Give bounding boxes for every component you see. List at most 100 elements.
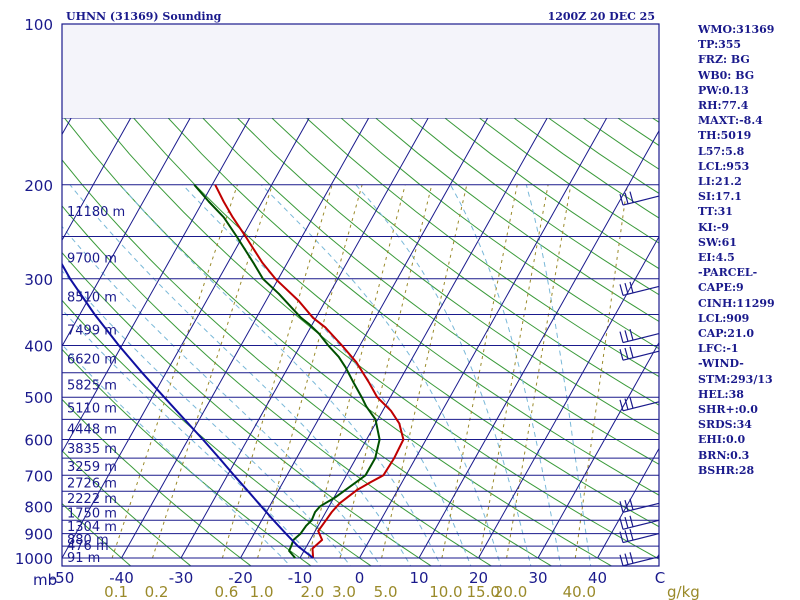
wind-barb <box>622 195 660 206</box>
height-label: 1304 m <box>67 520 117 535</box>
index-value: BSHR:28 <box>698 463 755 477</box>
index-value: EI:4.5 <box>698 251 735 265</box>
pressure-tick-label: 400 <box>24 338 53 356</box>
upper-band <box>62 24 659 119</box>
pressure-axis-labels: 100 200 300 400 500 600 700 800 900 1000 <box>15 16 53 568</box>
stability-indices-panel: WMO:31369 TP:355 FRZ: BG WB0: BG PW:0.13 RH:7… <box>698 22 775 478</box>
dry-adiabat-line <box>62 69 659 560</box>
temperature-tick-label: 20 <box>469 569 488 587</box>
pressure-tick-label: 200 <box>24 177 53 195</box>
temperature-line <box>214 184 405 559</box>
height-label: 6620 m <box>67 353 117 368</box>
dry-adiabat-line <box>62 251 433 566</box>
index-value: LCL:953 <box>698 159 750 173</box>
height-label: 476 m <box>67 539 109 554</box>
wind-barb <box>622 519 660 530</box>
dry-adiabat-line <box>121 24 659 465</box>
wind-barb-flag <box>629 552 634 564</box>
index-value: LFC:-1 <box>698 342 739 356</box>
height-label: 1750 m <box>67 506 117 521</box>
height-label: 8510 m <box>67 290 117 305</box>
wind-barb-flag <box>619 531 624 543</box>
dry-adiabat-line <box>62 25 659 528</box>
wind-barb-flag <box>619 554 624 566</box>
height-label: 2222 m <box>67 492 117 507</box>
mixing-ratio-tick-label: 20.0 <box>494 583 527 600</box>
wind-barb-flag <box>624 330 629 342</box>
pressure-tick-label: 900 <box>24 526 53 544</box>
temperature-tick-label: -10 <box>288 569 313 587</box>
dry-adiabat-line <box>62 449 192 566</box>
wind-barb-flag <box>619 193 624 206</box>
mixing-ratio-tick-label: 40.0 <box>563 583 596 600</box>
temperature-tick-label: C <box>655 569 665 587</box>
dry-adiabat-line <box>337 24 659 270</box>
mixing-ratio-line <box>381 184 468 559</box>
pressure-tick-label: 1000 <box>15 550 53 568</box>
mixing-ratio-tick-label: 1.0 <box>250 583 274 600</box>
wind-barb <box>622 533 660 544</box>
wind-barb <box>622 350 660 361</box>
wind-barb-flag <box>619 518 624 530</box>
height-label: 2726 m <box>67 476 117 491</box>
isotherm-line <box>478 235 659 559</box>
pressure-tick-label: 100 <box>24 16 53 34</box>
pressure-tick-label: 300 <box>24 271 53 289</box>
wind-barb-flag <box>619 501 624 513</box>
moist-adiabat-line <box>62 343 292 566</box>
mixing-ratio-tick-label: 10.0 <box>429 583 462 600</box>
index-value: WMO:31369 <box>698 23 775 36</box>
index-value: TP:355 <box>698 38 742 52</box>
moist-adiabat-line <box>62 225 382 566</box>
height-label: 3835 m <box>67 442 117 457</box>
index-value: SHR+:0.0 <box>698 403 758 417</box>
dry-adiabat-line <box>275 24 659 322</box>
index-value: CAPE:9 <box>698 281 744 295</box>
wind-barb-flag <box>624 347 629 360</box>
dry-adiabat-line <box>213 24 659 378</box>
wind-barb <box>622 285 660 296</box>
mixing-ratio-tick-label: 0.1 <box>104 583 128 600</box>
mixing-ratio-unit-label: g/kg <box>667 583 700 600</box>
index-value: -WIND- <box>698 357 744 371</box>
dry-adiabat-line <box>62 113 613 566</box>
wind-barb-flag <box>624 499 629 512</box>
temperature-tick-label: 0 <box>355 569 365 587</box>
wind-barb-flag <box>629 281 634 294</box>
mixing-ratio-line <box>339 184 433 559</box>
upper-band-fill <box>62 24 659 119</box>
temperature-tick-label: 10 <box>409 569 428 587</box>
wind-barbs <box>619 191 660 567</box>
mixing-ratio-lines <box>111 184 628 559</box>
wind-barb-flag <box>619 284 624 296</box>
index-value: SRDS:34 <box>698 418 752 432</box>
isotherm-line <box>537 341 659 559</box>
temperature-tick-label: -20 <box>228 569 253 587</box>
height-label: 5825 m <box>67 378 117 393</box>
moist-adiabat-line <box>525 184 592 566</box>
wind-barb-flag <box>629 191 634 203</box>
index-value: TT:31 <box>698 205 733 219</box>
pressure-tick-label: 700 <box>24 467 53 485</box>
index-value: FRZ: BG <box>698 53 750 67</box>
dry-adiabat-line <box>62 502 132 566</box>
wind-barb-flag <box>629 528 634 541</box>
index-value: CAP:21.0 <box>698 327 755 341</box>
valid-time: 1200Z 20 DEC 25 <box>548 10 655 23</box>
wind-barb-flag <box>619 349 624 361</box>
wind-barb-flag <box>624 516 629 529</box>
wind-barb <box>622 556 660 567</box>
index-value: LI:21.2 <box>698 175 742 189</box>
index-value: HEL:38 <box>698 387 744 401</box>
pressure-unit-label: mb <box>33 571 57 589</box>
dry-adiabat-line <box>244 24 659 350</box>
temperature-tick-label: -40 <box>109 569 134 587</box>
index-value: LCL:909 <box>698 311 750 325</box>
index-value: MAXT:-8.4 <box>698 114 763 128</box>
height-label: 9700 m <box>67 252 117 267</box>
mixing-ratio-labels: 0.1 0.2 0.6 1.0 2.0 3.0 5.0 10.0 15.020.0 40.0 <box>104 583 596 600</box>
dewpoint-line <box>193 184 381 559</box>
plot-frame <box>61 23 660 567</box>
moist-adiabat-line <box>355 184 532 566</box>
